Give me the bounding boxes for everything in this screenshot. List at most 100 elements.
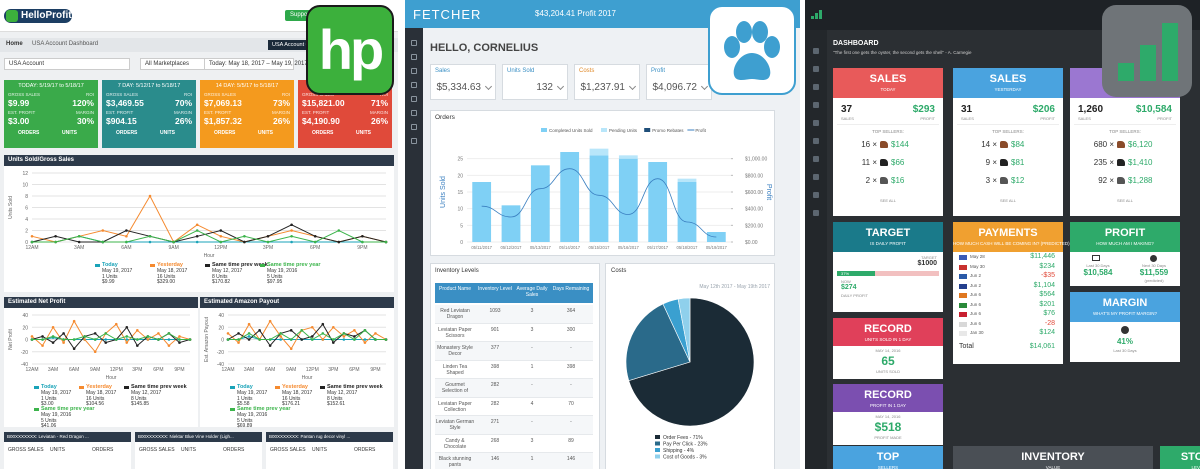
label: GROSS SALES <box>204 92 237 97</box>
data-point <box>195 240 199 244</box>
legend-detail: $152.61 <box>327 401 346 407</box>
product-title: B00XXXXXXX: Niektar Blue Vine Holder (Li… <box>138 434 234 439</box>
profit: $1,857.32 <box>204 116 242 126</box>
product-icon <box>1000 159 1008 166</box>
table-cell: - <box>570 382 572 388</box>
y2-axis-label: Profit <box>765 184 772 200</box>
table-row <box>435 323 593 342</box>
see-all-link: SEE ALL <box>1116 198 1133 203</box>
data-point <box>384 338 388 341</box>
bar-segment <box>560 152 580 242</box>
data-point <box>30 234 34 238</box>
data-point <box>157 338 160 341</box>
table-header: Days Remaining <box>552 286 590 292</box>
stat-box: Profit $4,096.72 <box>646 64 712 100</box>
data-point <box>172 240 175 244</box>
data-point <box>289 347 293 350</box>
payment-amount: $76 <box>1043 310 1055 317</box>
widget-body <box>1070 252 1180 286</box>
y2-tick-label: $0.00 <box>745 240 758 246</box>
table-cell: 268 <box>490 437 500 444</box>
x-axis-label: Hour <box>106 375 117 381</box>
label: ROI <box>85 92 94 97</box>
legend-swatch <box>230 408 235 411</box>
quantity: 9 × <box>985 158 997 167</box>
data-point <box>167 344 171 347</box>
data-point <box>125 240 128 244</box>
stat-label: Units Sold <box>507 68 535 74</box>
data-point <box>77 234 81 238</box>
sales-count: 31 <box>961 104 973 115</box>
table-cell: 3 <box>530 308 534 314</box>
label: ROI <box>183 92 192 97</box>
legend-swatch <box>79 386 84 389</box>
flag <box>959 274 967 279</box>
panel-header <box>4 155 394 166</box>
icon <box>1092 255 1100 261</box>
table-cell: Candy & Chocolate <box>443 437 467 450</box>
support-button: Support <box>285 10 317 21</box>
sidebar-icon <box>813 210 819 216</box>
card-title: 14 DAY: 5/5/17 to 5/18/17 <box>215 83 279 89</box>
data-point <box>353 338 356 341</box>
stat-value: $5,334.63 <box>436 82 482 93</box>
panel-title: Inventory Levels <box>435 268 479 274</box>
label: ORDERS <box>214 130 236 136</box>
top-profit: $1,288 <box>1128 176 1153 185</box>
progress-bar <box>837 271 875 276</box>
y-tick-label: -20 <box>21 350 28 356</box>
y2-tick-label: $400.00 <box>745 207 763 213</box>
data-point <box>101 240 105 244</box>
top-profit: $66 <box>891 158 905 167</box>
bar-segment <box>589 155 609 242</box>
table-cell: Gourmet Selection of <box>441 382 469 394</box>
small-label: SALES <box>1078 116 1091 121</box>
brand-bar <box>815 13 818 19</box>
data-point <box>51 341 55 344</box>
data-point <box>125 341 129 344</box>
widget-title: TOP <box>876 451 900 463</box>
stat-value: $4,096.72 <box>652 82 698 93</box>
sidebar-icon <box>813 102 819 108</box>
product-title: B00XXXXXXX: Pantan rug decor vinyl ... <box>269 434 351 439</box>
x-tick-label: 12PM <box>110 367 123 373</box>
top-bar <box>805 0 1200 30</box>
table-header-bg <box>435 283 593 303</box>
table-row <box>435 360 593 379</box>
payment-amount: $234 <box>1039 262 1055 270</box>
data-point <box>83 335 86 338</box>
label: UNITS <box>160 130 175 136</box>
top-profit: $81 <box>1011 158 1025 167</box>
x-tick-label: 6AM <box>265 367 275 373</box>
gross-sales: $7,069.13 <box>204 98 242 108</box>
y2-tick-label: $1,000.00 <box>745 157 767 163</box>
pie-slice <box>628 297 755 427</box>
widget-body <box>953 98 1063 216</box>
sidebar-icon <box>411 54 417 60</box>
y-tick-label: 10 <box>22 183 28 189</box>
data-point <box>178 341 181 344</box>
data-point <box>337 229 341 232</box>
data-point <box>219 229 223 232</box>
top-profit: $12 <box>1011 176 1025 185</box>
widget-header <box>833 68 943 98</box>
table-cell: - <box>531 345 533 351</box>
legend-detail: May 12, 2017 <box>327 390 358 396</box>
summary-card: 14 DAY: 5/5/17 to 5/18/17 GROSS SALES ROI $… <box>200 80 294 148</box>
legend-detail: 1 Units <box>41 395 57 402</box>
payment-date: May 30 <box>970 263 985 269</box>
legend-detail: 8 Units <box>327 395 343 402</box>
logo-mark <box>6 10 18 22</box>
data-point <box>226 332 230 335</box>
fetcher-app: FETCHER $43,204.41 Profit 2017 HELLO, CORN… <box>405 0 800 469</box>
data-point <box>353 329 356 332</box>
legend-detail: $329.00 <box>157 279 176 285</box>
top-profit: $144 <box>891 140 909 149</box>
data-point <box>337 240 341 244</box>
data-point <box>167 332 171 335</box>
widget-subtitle: LEVELS <box>1191 465 1200 469</box>
legend-label: Yesterday <box>157 262 183 268</box>
profit: $904.15 <box>106 116 137 126</box>
flag <box>959 264 967 270</box>
data-point <box>125 325 129 329</box>
